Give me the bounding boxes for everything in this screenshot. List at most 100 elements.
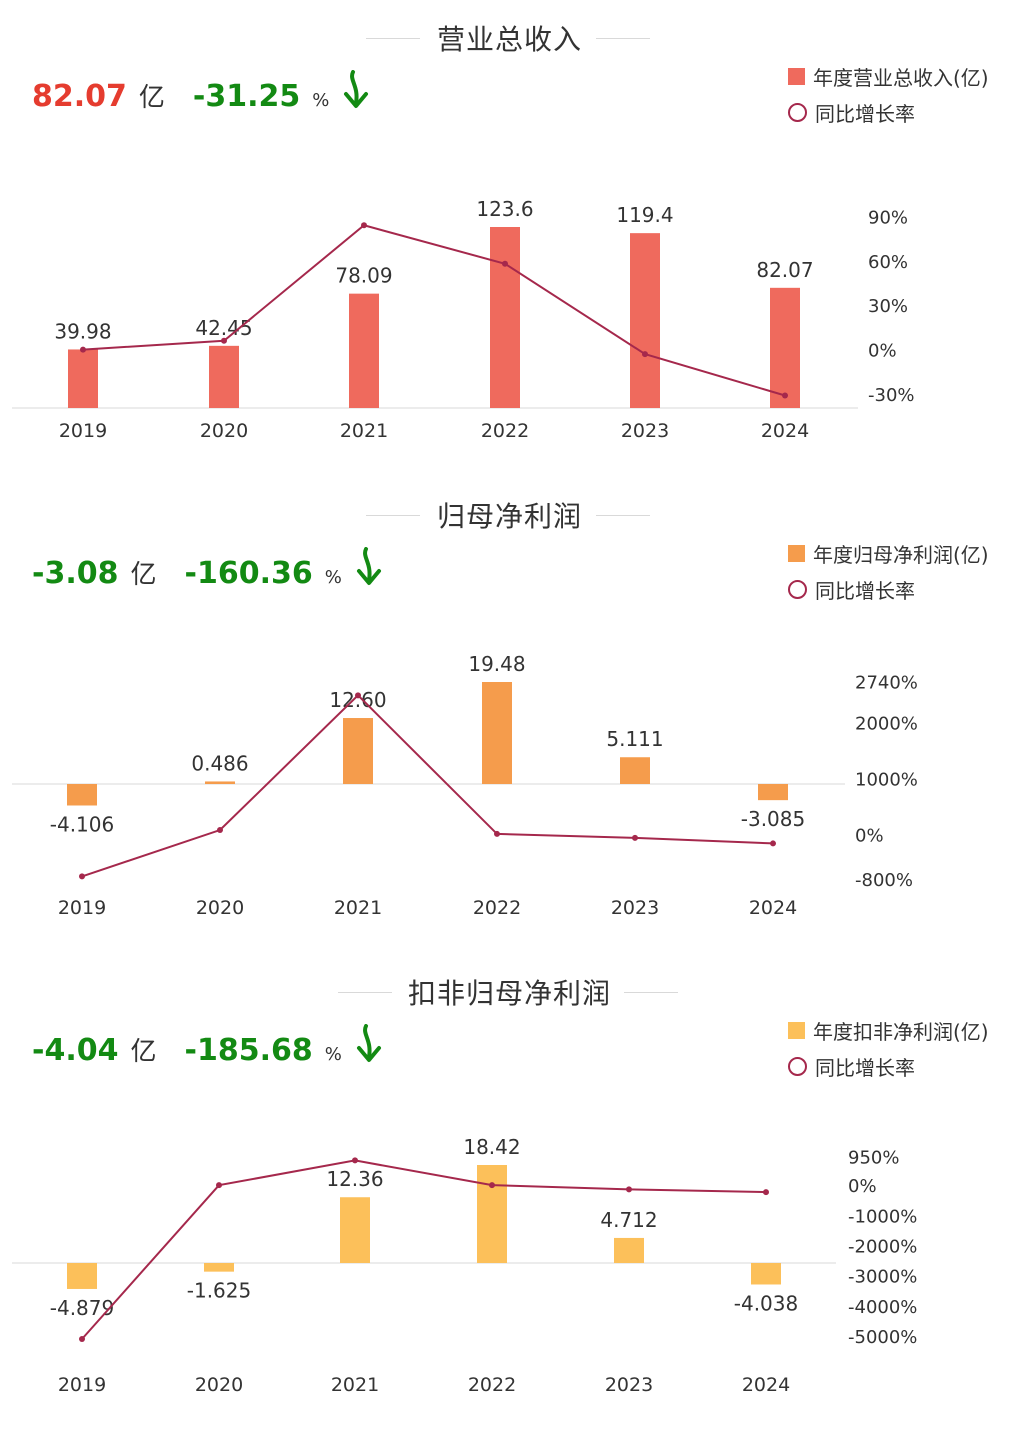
- right-axis-tick: -30%: [868, 385, 915, 406]
- growth-point-2024: [782, 392, 788, 399]
- growth-point-2021: [361, 222, 367, 229]
- right-axis-tick: 60%: [868, 252, 908, 273]
- x-tick-label: 2022: [481, 420, 529, 442]
- growth-point-2019: [79, 873, 85, 880]
- bar-value-label: 4.712: [600, 1208, 657, 1232]
- summary-value: 82.07: [32, 79, 127, 114]
- growth-point-2020: [217, 827, 223, 834]
- net-profit-chart: -4.106 0.486 12.60 19.48 5.111 -3.085 2740% 200…: [12, 652, 918, 919]
- legend-item-line[interactable]: 同比增长率: [788, 571, 989, 607]
- right-axis-tick: 1000%: [855, 770, 918, 791]
- x-tick-label: 2023: [621, 420, 669, 442]
- legend-line-label: 同比增长率: [815, 101, 915, 126]
- growth-rate-line: [81, 693, 774, 878]
- panel-title: 营业总收入: [436, 23, 582, 56]
- growth-rate-line: [82, 224, 786, 397]
- x-tick-label: 2021: [340, 420, 388, 442]
- bar-2020: [204, 1263, 234, 1272]
- growth-point-2019: [79, 1335, 85, 1342]
- bar-2023: [620, 757, 650, 784]
- growth-point-2024: [770, 840, 776, 847]
- growth-point-2023: [642, 351, 648, 358]
- circle-marker-icon: [788, 579, 807, 599]
- growth-point-2021: [355, 692, 361, 699]
- x-tick-label: 2022: [468, 1374, 516, 1396]
- bar-value-label: 5.111: [606, 727, 663, 751]
- circle-marker-icon: [788, 102, 807, 122]
- bar-2020: [209, 345, 239, 408]
- title-divider-left: [338, 992, 392, 993]
- bar-2022: [477, 1165, 507, 1263]
- bar-2019: [67, 784, 97, 806]
- x-tick-label: 2019: [58, 1374, 106, 1396]
- summary-unit: 亿: [138, 83, 165, 113]
- down-arrow-icon: [356, 1024, 382, 1068]
- growth-point-2022: [502, 260, 508, 267]
- legend-item-bar[interactable]: 年度扣非净利润(亿): [788, 1012, 989, 1048]
- growth-point-2020: [221, 337, 227, 344]
- bar-2024: [770, 287, 800, 408]
- growth-rate-line: [81, 1159, 767, 1340]
- x-tick-label: 2024: [742, 1374, 790, 1396]
- bar-swatch-icon: [788, 1021, 805, 1039]
- x-tick-label: 2019: [59, 420, 107, 442]
- bar-2021: [340, 1197, 370, 1263]
- growth-point-2021: [352, 1157, 358, 1164]
- summary-value: -4.04: [32, 1033, 119, 1068]
- bar-value-label: 82.07: [756, 258, 813, 282]
- right-axis-tick: 30%: [868, 296, 908, 317]
- growth-point-2019: [80, 346, 86, 353]
- right-axis-tick: -800%: [855, 870, 913, 891]
- right-axis-tick: 90%: [868, 207, 908, 228]
- bar-value-label: 0.486: [191, 751, 248, 775]
- summary-row: 82.07 亿 -31.25%: [32, 70, 369, 114]
- x-tick-label: 2022: [473, 897, 521, 919]
- bar-2020: [205, 781, 235, 784]
- panel-title: 归母净利润: [436, 500, 582, 533]
- bar-2024: [751, 1263, 781, 1285]
- summary-change: -185.68: [184, 1033, 313, 1068]
- right-axis-tick: 0%: [848, 1176, 877, 1197]
- bar-value-label: -4.106: [50, 812, 114, 836]
- legend: 年度扣非净利润(亿) 同比增长率: [788, 1012, 989, 1084]
- summary-change: -31.25: [192, 79, 301, 114]
- right-axis-tick: 950%: [848, 1148, 899, 1169]
- legend-bar-label: 年度扣非净利润(亿): [813, 1019, 989, 1044]
- summary-unit: 亿: [130, 560, 157, 590]
- right-axis-tick: -4000%: [848, 1297, 917, 1318]
- right-axis-tick: -1000%: [848, 1206, 917, 1227]
- x-tick-label: 2021: [331, 1374, 379, 1396]
- legend-item-line[interactable]: 同比增长率: [788, 94, 989, 130]
- right-axis-tick: -3000%: [848, 1267, 917, 1288]
- bar-2019: [68, 349, 98, 408]
- legend-item-bar[interactable]: 年度归母净利润(亿): [788, 535, 989, 571]
- bar-swatch-icon: [788, 67, 805, 85]
- revenue-panel: 营业总收入 82.07 亿 -31.25% 年度营业总收入(亿) 同比增长率 39.…: [0, 0, 1019, 477]
- deducted-profit-chart: -4.879 -1.625 12.36 18.42 4.712 -4.038 950% 0% -…: [12, 1135, 917, 1396]
- right-axis-tick: -5000%: [848, 1327, 917, 1348]
- right-axis-tick: 0%: [868, 341, 897, 362]
- bar-swatch-icon: [788, 544, 805, 562]
- bar-value-label: 42.45: [195, 316, 252, 340]
- summary-unit: 亿: [130, 1037, 157, 1067]
- bar-2023: [630, 233, 660, 408]
- bar-value-label: 12.60: [329, 688, 386, 712]
- panel-title: 扣非归母净利润: [407, 977, 611, 1010]
- legend-item-bar[interactable]: 年度营业总收入(亿): [788, 58, 989, 94]
- summary-pct-sign: %: [312, 90, 330, 111]
- bar-value-label: 78.09: [335, 264, 392, 288]
- x-tick-label: 2020: [200, 420, 248, 442]
- net-profit-panel: 归母净利润 -3.08 亿 -160.36% 年度归母净利润(亿) 同比增长率 -4…: [0, 477, 1019, 954]
- deducted-profit-panel: 扣非归母净利润 -4.04 亿 -185.68% 年度扣非净利润(亿) 同比增长率 …: [0, 954, 1019, 1431]
- bar-value-label: 18.42: [463, 1135, 520, 1159]
- title-divider-right: [596, 515, 650, 516]
- bar-value-label: 123.6: [476, 197, 533, 221]
- legend: 年度营业总收入(亿) 同比增长率: [788, 58, 989, 130]
- x-tick-label: 2019: [58, 897, 106, 919]
- bar-2019: [67, 1263, 97, 1289]
- right-axis-tick: -2000%: [848, 1236, 917, 1257]
- legend-bar-label: 年度营业总收入(亿): [813, 65, 989, 90]
- legend: 年度归母净利润(亿) 同比增长率: [788, 535, 989, 607]
- summary-row: -3.08 亿 -160.36%: [32, 547, 382, 591]
- legend-item-line[interactable]: 同比增长率: [788, 1048, 989, 1084]
